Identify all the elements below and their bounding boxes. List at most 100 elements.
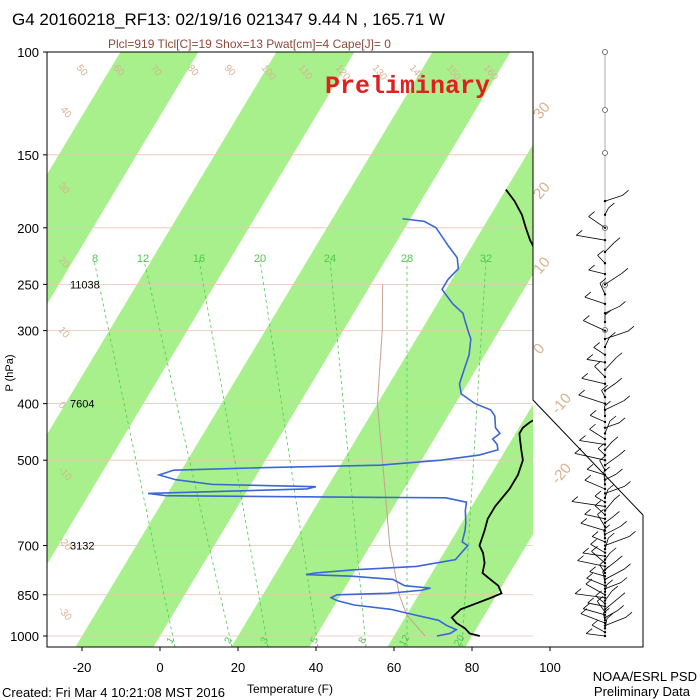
wind-barb-feather xyxy=(609,547,617,554)
isotherm-band xyxy=(47,52,199,305)
wind-level-dot xyxy=(603,634,607,638)
wind-level-dot xyxy=(603,492,607,495)
wind-barb-feather xyxy=(622,190,629,196)
wind-level-dot xyxy=(603,590,607,593)
wind-barb-feather xyxy=(629,531,636,537)
mixing-ratio-labels: 8 12 16 20 24 28 321 2 3 5 8 12 20 xyxy=(92,253,492,648)
wind-level-dot xyxy=(603,517,607,521)
chart-subtitle: Plcl=919 Tlcl[C]=19 Shox=13 Pwat[cm]=4 C… xyxy=(108,37,391,51)
wind-barb-feather xyxy=(616,555,623,562)
wind-barb-feather xyxy=(617,605,624,611)
x-tick-label: 20 xyxy=(231,660,245,675)
wind-barb-feather xyxy=(620,577,628,583)
wind-barb-feather xyxy=(587,597,594,604)
wind-level-dot xyxy=(603,368,607,371)
isotherm-band xyxy=(47,52,355,565)
wind-barb xyxy=(587,602,606,607)
y-tick-label: 300 xyxy=(17,324,39,339)
isotherm-label: 40 xyxy=(58,105,74,121)
wind-barb-feather xyxy=(585,628,593,634)
wind-barb xyxy=(597,514,606,527)
isotherm-label-right: -10 xyxy=(548,390,575,418)
calm-wind-marker xyxy=(602,107,608,113)
wind-barb xyxy=(591,536,606,543)
wind-barb-feather xyxy=(582,547,590,554)
wind-barb xyxy=(599,564,606,574)
wind-barb-feather xyxy=(609,332,616,338)
wind-level-dot xyxy=(603,483,607,486)
wind-level-dot xyxy=(603,293,607,296)
wind-barb-feather xyxy=(609,415,617,422)
wind-barb-feather xyxy=(627,325,635,332)
wind-barb-feather xyxy=(615,377,623,384)
wind-level-dot xyxy=(603,320,607,324)
wind-barb xyxy=(604,552,611,560)
y-tick-label: 400 xyxy=(17,397,39,412)
wind-barb xyxy=(604,400,624,411)
wind-level-dot xyxy=(603,513,607,516)
wind-barb-feather xyxy=(613,237,621,244)
mixing-ratio-bottom-label: 20 xyxy=(452,633,467,649)
wind-barb xyxy=(604,610,618,618)
plot-frame xyxy=(46,51,644,648)
wind-level-dot xyxy=(603,596,607,599)
wind-barb-feather xyxy=(624,563,631,570)
wind-barb xyxy=(575,593,606,599)
wind-barb-feather xyxy=(601,384,608,391)
mixing-ratio-lines xyxy=(93,259,487,647)
wind-barb-feather xyxy=(597,509,604,515)
wind-barb xyxy=(604,489,609,498)
wind-barb-feather xyxy=(590,538,597,545)
dewpoint-profile xyxy=(147,217,502,637)
wind-level-dot xyxy=(603,521,607,525)
wind-level-dot xyxy=(603,420,607,424)
wind-level-dot xyxy=(603,302,607,306)
wind-level-dot xyxy=(603,568,607,571)
mixing-ratio-bottom-label: 1 xyxy=(165,635,178,646)
y-tick-label: 500 xyxy=(17,453,39,468)
y-tick-label: 700 xyxy=(17,539,39,554)
wind-barb-feather xyxy=(608,202,615,209)
wind-level-dot xyxy=(603,283,607,286)
wind-barb xyxy=(583,608,606,616)
calm-wind-marker xyxy=(602,150,608,156)
x-tick-label: 80 xyxy=(465,660,479,675)
mixing-ratio-top-label: 24 xyxy=(324,253,336,265)
y-axis-ticks: 100 150 200 250 300 400 500 700 850 1000 xyxy=(10,45,47,644)
wind-barb-feather xyxy=(589,410,597,416)
x-tick-label: 60 xyxy=(387,660,401,675)
y-tick-label: 150 xyxy=(17,148,39,163)
wind-level-dot xyxy=(603,571,607,575)
isotherm-label: 0 xyxy=(56,400,68,412)
isotherm-label: 10 xyxy=(56,325,72,341)
x-tick-label: 100 xyxy=(539,660,561,675)
wind-barb xyxy=(578,394,606,404)
wind-level-dot xyxy=(603,329,607,332)
isotherm-label: -30 xyxy=(56,605,74,623)
wind-level-dot xyxy=(603,540,607,544)
parcel-line xyxy=(376,284,426,637)
wind-level-dot xyxy=(603,624,607,627)
wind-barb xyxy=(594,505,606,516)
org-label: NOAA/ESRL PSD xyxy=(593,669,697,684)
wind-barb-feather xyxy=(589,566,596,573)
mixing-ratio-top-label: 32 xyxy=(480,253,492,265)
wind-barb xyxy=(590,543,606,554)
wind-barb-feather xyxy=(591,546,598,552)
wind-barb xyxy=(574,452,606,461)
wind-level-dot xyxy=(603,587,607,590)
wind-barb xyxy=(604,337,610,348)
wind-barb-feather xyxy=(591,531,599,537)
wind-barb xyxy=(588,216,606,229)
wind-barb xyxy=(604,486,625,494)
mixing-ratio-bottom-label: 2 xyxy=(223,635,236,646)
wind-level-dot xyxy=(603,619,607,622)
wind-level-dot xyxy=(603,558,607,561)
wind-level-dot xyxy=(603,630,607,634)
wind-barb xyxy=(604,454,620,466)
wind-barb-feather xyxy=(613,511,620,517)
wind-barb-feather xyxy=(574,448,582,454)
wind-level-dot xyxy=(603,238,607,242)
wind-level-dot xyxy=(603,616,607,619)
